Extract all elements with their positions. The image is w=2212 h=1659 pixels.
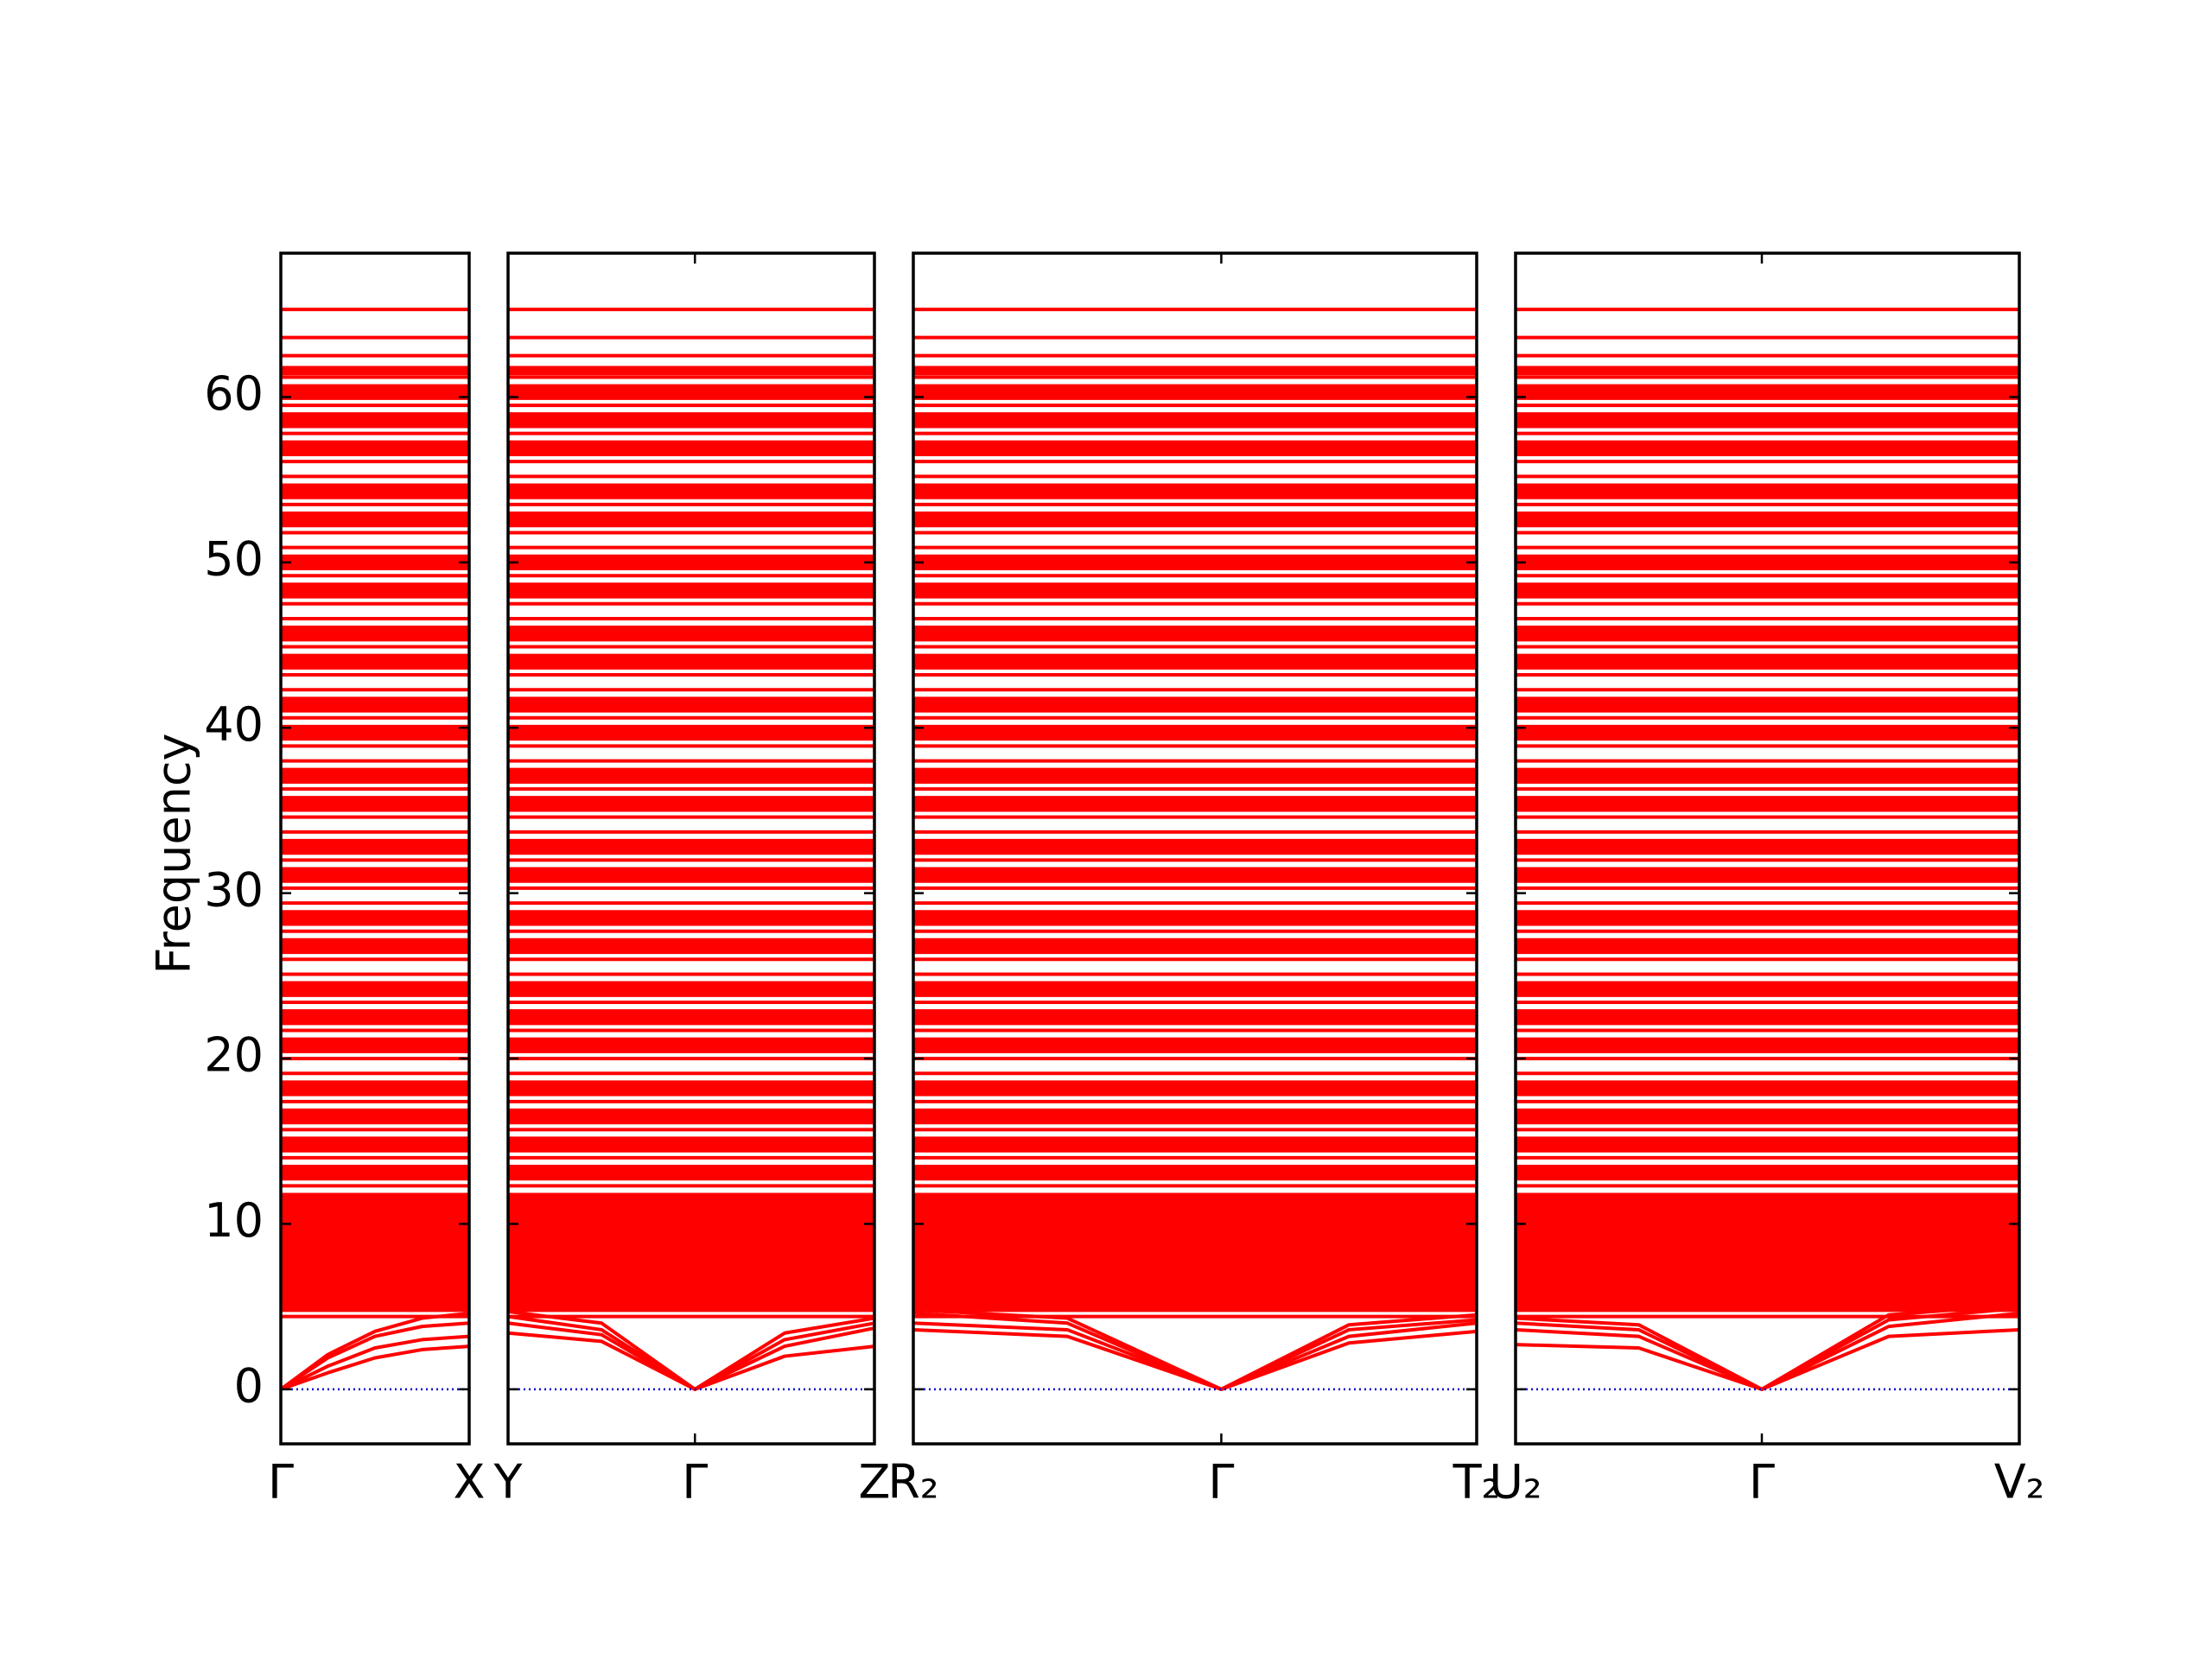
band bbox=[280, 1334, 470, 1391]
y-tick-label: 60 bbox=[204, 366, 264, 421]
band bbox=[507, 1331, 875, 1391]
x-tick-label: U₂ bbox=[1489, 1455, 1541, 1510]
band bbox=[1515, 1327, 2020, 1391]
panel-frame bbox=[1514, 251, 2021, 1446]
band bbox=[1515, 1303, 2020, 1391]
panel-frame bbox=[912, 251, 1478, 1446]
band bbox=[279, 1321, 470, 1391]
x-tick-label: Γ bbox=[1208, 1455, 1234, 1510]
x-tick-label: Γ bbox=[1749, 1455, 1775, 1510]
y-tick-label: 50 bbox=[204, 532, 264, 587]
y-tick-label: 30 bbox=[204, 862, 264, 917]
x-tick-label: Y bbox=[493, 1455, 524, 1510]
panel bbox=[279, 251, 471, 1446]
panel bbox=[912, 251, 1478, 1446]
y-tick-label: 40 bbox=[204, 697, 264, 752]
y-tick-label: 10 bbox=[204, 1193, 264, 1248]
y-tick-label: 20 bbox=[204, 1028, 264, 1083]
band bbox=[912, 1307, 1478, 1391]
band bbox=[279, 1311, 470, 1391]
band bbox=[1515, 1311, 2020, 1391]
y-axis-label: Frequency bbox=[147, 734, 201, 975]
x-tick-label: Z bbox=[859, 1455, 891, 1510]
band bbox=[280, 1344, 470, 1391]
x-tick-label: V₂ bbox=[1994, 1455, 2045, 1510]
panel bbox=[1514, 251, 2021, 1446]
x-tick-label: X bbox=[454, 1455, 486, 1510]
panel-frame bbox=[506, 251, 876, 1446]
x-tick-label: Γ bbox=[682, 1455, 708, 1510]
x-tick-label: R₂ bbox=[887, 1455, 938, 1510]
x-tick-label: Γ bbox=[268, 1455, 294, 1510]
panel-frame bbox=[279, 251, 471, 1446]
x-tick-label: T₂ bbox=[1452, 1455, 1501, 1510]
panel bbox=[506, 251, 876, 1446]
y-tick-label: 0 bbox=[234, 1358, 264, 1413]
